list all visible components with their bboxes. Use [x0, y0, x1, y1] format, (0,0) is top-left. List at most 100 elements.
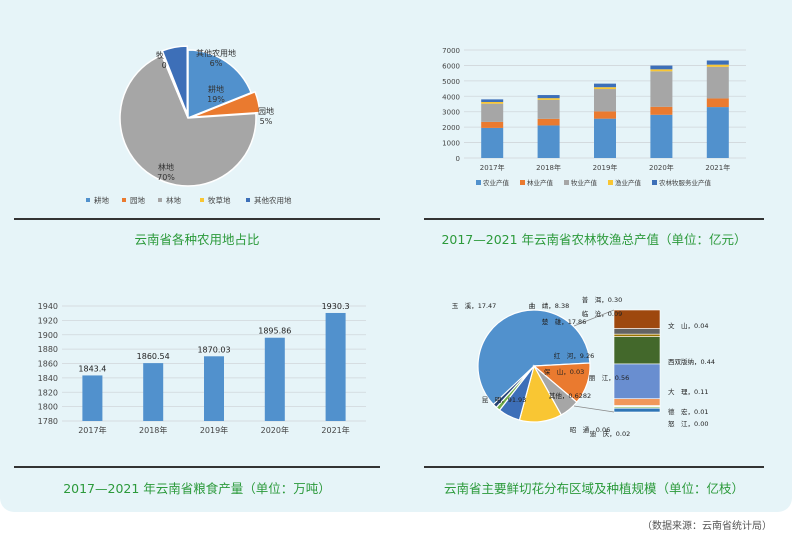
legend-label-2: 园地	[130, 195, 145, 205]
bar-4-4	[650, 69, 673, 72]
legend-label-1: 耕地	[94, 195, 109, 205]
bar-1-1	[481, 127, 504, 158]
y-tick-5: 4000	[442, 93, 460, 101]
pie-slice-3	[119, 54, 257, 187]
legend-swatch-2	[520, 180, 525, 185]
y-tick-7: 6000	[442, 62, 460, 70]
y-tick-7: 1900	[38, 331, 58, 340]
bar-5-4	[706, 64, 729, 67]
legend-swatch-4	[608, 180, 613, 185]
legend-label-5: 其他农用地	[254, 195, 292, 205]
bar-1-3	[481, 103, 504, 122]
bar-5-3	[706, 66, 729, 99]
breakdown-segment-4	[613, 336, 661, 365]
output-value-chart-title: 2017—2021 年云南省农林牧渔总产值（单位：亿元）	[441, 232, 747, 247]
data-label-5: 楚 雄，17.86	[542, 317, 587, 326]
x-tick-3: 2019年	[200, 425, 228, 435]
data-label-11: 昆 明，91.93	[482, 396, 527, 404]
data-label-14: 德 宏，0.01	[668, 407, 708, 416]
y-tick-8: 1920	[38, 316, 58, 325]
output-value-stacked-bar-chart: 0 1000 2000 3000 4000 5000 6000 7000 2017年 2018年 2…	[442, 47, 746, 187]
data-label-16: 昭 通，0.06	[570, 425, 610, 434]
bar-5-2	[706, 98, 729, 108]
data-label-6: 文 山，0.04	[668, 321, 708, 330]
data-label-17: 迪 庆，0.02	[590, 429, 630, 438]
bar-1-4	[481, 101, 504, 104]
legend-label-1: 农业产值	[483, 178, 510, 187]
x-tick-4: 2020年	[649, 163, 674, 172]
bar-5-5	[706, 60, 729, 65]
bar-4-5	[650, 65, 673, 70]
data-label-4: 临 沧，0.09	[582, 309, 622, 318]
pie-slice-label-3: 林地	[158, 162, 174, 172]
legend-swatch-5	[246, 198, 250, 202]
y-tick-6: 1880	[38, 345, 58, 354]
legend-label-4: 渔业产值	[615, 178, 642, 187]
pie-slice-label-5: 其他农用地	[196, 48, 236, 58]
y-tick-2: 1800	[38, 403, 58, 412]
x-tick-5: 2021年	[705, 163, 730, 172]
connector-line-bottom	[573, 405, 615, 413]
bar-3-3	[594, 89, 616, 112]
divider-output-value	[424, 218, 764, 220]
infographic-panel: 耕地19%园地5%林地70%牧草地0%其他农用地6%耕地园地林地牧草地其他农用地…	[0, 0, 792, 512]
cut-flower-pie-of-bar-chart: 玉 溪，17.47 曲 靖，8.38 普 洱，0.30 临 沧，0.09楚 雄，17.…	[452, 295, 715, 438]
y-tick-4: 3000	[442, 109, 460, 117]
y-tick-3: 1820	[38, 388, 58, 397]
data-label-9: 丽 江，0.56	[589, 374, 629, 382]
x-tick-1: 2017年	[480, 163, 505, 172]
y-tick-8: 7000	[442, 47, 460, 55]
x-tick-2: 2018年	[139, 425, 167, 435]
pie-slice-label-2: 园地	[258, 106, 274, 116]
data-label-12: 其他，0.6282	[549, 391, 591, 400]
breakdown-segment-10	[613, 407, 661, 413]
bar-2-4	[537, 98, 560, 100]
y-tick-4: 1840	[38, 374, 58, 383]
legend-swatch-3	[564, 180, 569, 185]
pie-slice-label-1: 耕地	[208, 84, 224, 94]
y-tick-6: 5000	[442, 78, 460, 86]
bar-3	[204, 356, 224, 421]
legend-swatch-3	[158, 198, 162, 202]
x-tick-5: 2021年	[321, 425, 349, 435]
pie-slice-value-5: 6%	[210, 59, 223, 68]
legend-swatch-1	[476, 180, 481, 185]
y-tick-1: 0	[456, 155, 460, 163]
x-tick-2: 2018年	[536, 163, 561, 172]
data-label-1: 1843.4	[78, 364, 106, 373]
pie-slice-value-3: 70%	[157, 173, 175, 182]
y-tick-3: 2000	[442, 124, 460, 132]
legend-label-5: 农林牧服务业产值	[659, 178, 712, 187]
pie-slice-1	[477, 309, 591, 410]
bar-3-4	[594, 87, 616, 90]
bar-1	[82, 375, 103, 421]
y-tick-5: 1860	[38, 360, 58, 369]
bar-1-2	[481, 121, 504, 128]
legend-label-2: 林业产值	[527, 178, 554, 187]
bar-1-5	[481, 99, 504, 102]
bar-5	[325, 312, 346, 421]
legend-swatch-5	[652, 180, 657, 185]
x-tick-3: 2019年	[593, 163, 618, 172]
divider-land-use	[14, 218, 380, 220]
bar-4	[264, 337, 285, 421]
bar-4-1	[650, 114, 673, 158]
x-tick-1: 2017年	[78, 425, 106, 435]
legend-label-4: 牧草地	[208, 195, 231, 205]
legend-label-3: 牧业产值	[571, 178, 598, 187]
data-label-3: 普 洱，0.30	[582, 295, 622, 304]
x-tick-4: 2020年	[261, 425, 289, 435]
bar-2	[143, 363, 164, 421]
data-label-7: 红 河，9.26	[554, 351, 594, 360]
data-label-3: 1870.03	[197, 345, 230, 354]
bar-4-2	[650, 106, 673, 115]
connector-line-top	[573, 309, 615, 327]
data-source-note: （数据来源：云南省统计局）	[642, 521, 772, 532]
data-label-10: 西双版纳，0.44	[668, 357, 715, 366]
data-label-4: 1895.86	[258, 327, 291, 336]
legend-swatch-4	[200, 198, 204, 202]
breakdown-segment-6	[613, 398, 661, 406]
bar-2-1	[537, 125, 560, 158]
pie-slice-1	[187, 49, 253, 120]
pie-slice-value-2: 5%	[260, 117, 273, 126]
